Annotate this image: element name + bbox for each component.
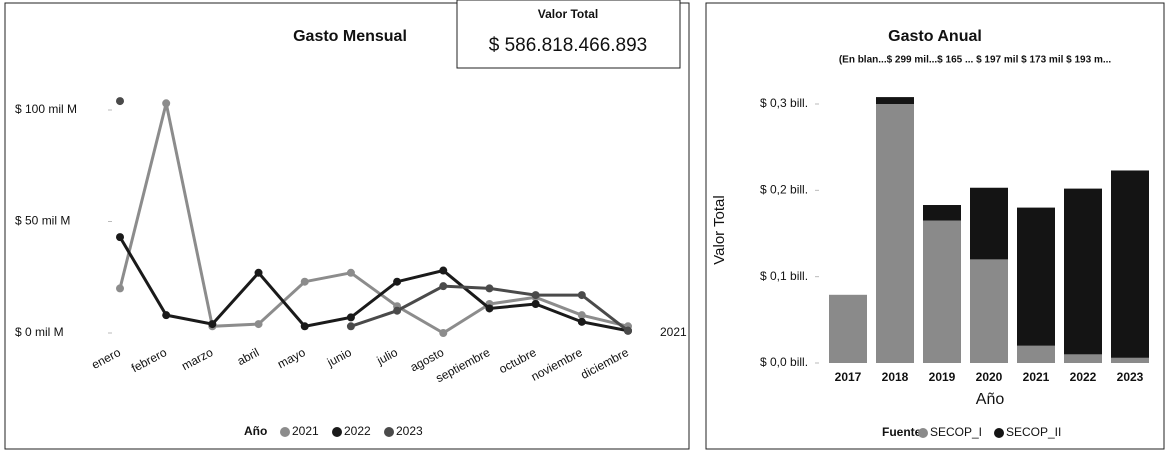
x-axis-label: Año bbox=[976, 391, 1005, 408]
y-tick-label: $ 50 mil M bbox=[15, 214, 70, 228]
y-tick-label: $ 0 mil M bbox=[15, 325, 64, 339]
bar-segment bbox=[1111, 357, 1149, 363]
line bbox=[350, 284, 629, 332]
x-tick-label: mayo bbox=[275, 345, 308, 371]
legend-swatch bbox=[332, 427, 342, 437]
legend-label: SECOP_II bbox=[1006, 425, 1061, 439]
x-tick-label: noviembre bbox=[529, 345, 585, 384]
bar-segment bbox=[1064, 188, 1102, 355]
bar-segment bbox=[923, 220, 961, 363]
legend-swatch bbox=[384, 427, 394, 437]
line bbox=[118, 102, 629, 335]
chart-subtitle: (En blan...$ 299 mil...$ 165 ... $ 197 m… bbox=[839, 55, 1112, 66]
legend-swatch bbox=[280, 427, 290, 437]
card bbox=[456, 0, 681, 69]
line bbox=[118, 236, 629, 333]
x-tick-label: marzo bbox=[179, 345, 215, 373]
x-tick-label: 2018 bbox=[882, 370, 909, 384]
x-tick-label: febrero bbox=[129, 345, 169, 375]
legend-swatch bbox=[918, 428, 928, 438]
chart-title: Gasto Anual bbox=[888, 28, 982, 45]
legend-swatch bbox=[994, 428, 1004, 438]
x-tick-label: abril bbox=[235, 345, 262, 368]
panel-left bbox=[4, 2, 690, 450]
legend-label: 2023 bbox=[396, 424, 423, 438]
legend-label: SECOP_I bbox=[930, 425, 982, 439]
bar-segment bbox=[970, 187, 1008, 260]
x-tick-label: 2017 bbox=[835, 370, 862, 384]
x-tick-label: julio bbox=[374, 345, 401, 368]
y-tick-label: $ 0,2 bill. bbox=[760, 183, 808, 197]
y-tick-label: $ 0,1 bill. bbox=[760, 269, 808, 283]
x-tick-label: 2022 bbox=[1070, 370, 1097, 384]
x-tick-label: 2019 bbox=[929, 370, 956, 384]
bar-segment bbox=[1064, 354, 1102, 363]
bar-segment bbox=[1111, 170, 1149, 358]
legend-title: Año bbox=[244, 424, 267, 438]
chart-title: Gasto Mensual bbox=[293, 28, 407, 45]
bar-segment bbox=[1017, 345, 1055, 363]
y-axis-label: Valor Total bbox=[711, 195, 728, 265]
card-value: $ 586.818.466.893 bbox=[489, 35, 648, 56]
x-tick-label: 2023 bbox=[1117, 370, 1144, 384]
x-tick-label: 2021 bbox=[1023, 370, 1050, 384]
bar-segment bbox=[829, 294, 867, 363]
x-tick-label: enero bbox=[89, 345, 123, 372]
y-tick-label: $ 0,3 bill. bbox=[760, 96, 808, 110]
legend-label: 2021 bbox=[292, 424, 319, 438]
bar-segment bbox=[970, 259, 1008, 363]
bar-segment bbox=[1017, 207, 1055, 346]
bar-segment bbox=[876, 97, 914, 104]
card-title: Valor Total bbox=[538, 7, 598, 21]
y-tick-label: $ 0,0 bill. bbox=[760, 355, 808, 369]
panel-right bbox=[705, 2, 1165, 450]
x-tick-label: junio bbox=[324, 345, 354, 370]
x-tick-label: diciembre bbox=[578, 345, 631, 382]
bar-segment bbox=[876, 104, 914, 363]
y-tick-label: $ 100 mil M bbox=[15, 102, 77, 116]
point bbox=[116, 97, 124, 106]
legend-title: Fuente bbox=[882, 425, 922, 439]
annotation: 2021 bbox=[660, 325, 687, 339]
bar-segment bbox=[923, 205, 961, 221]
legend-label: 2022 bbox=[344, 424, 371, 438]
x-tick-label: 2020 bbox=[976, 370, 1003, 384]
